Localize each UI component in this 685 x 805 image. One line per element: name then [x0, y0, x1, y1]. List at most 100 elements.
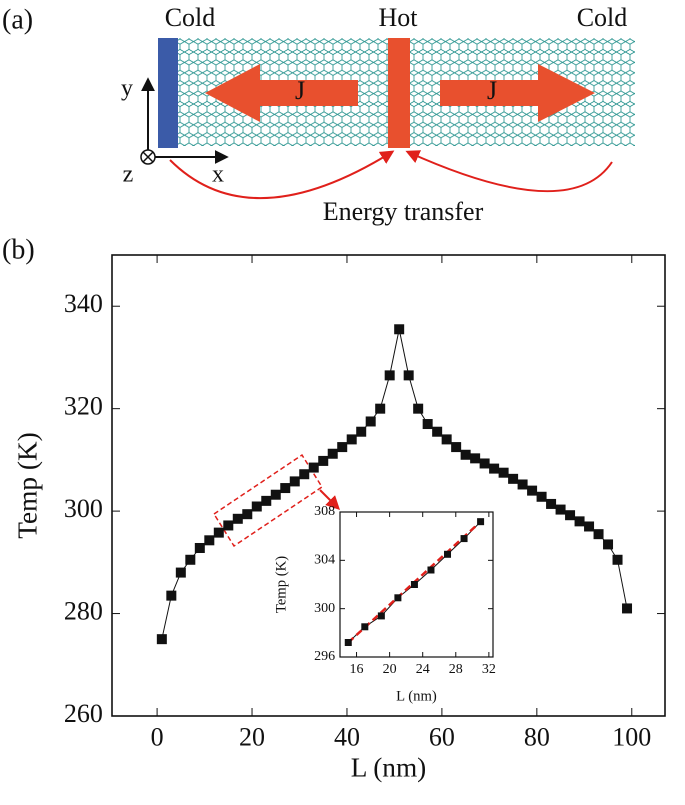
data-point [413, 403, 424, 414]
zoom-arrow [319, 489, 340, 510]
y-tick-label: 304 [314, 553, 335, 568]
x-tick-label: 20 [239, 722, 265, 751]
data-point [508, 473, 519, 484]
y-axis-label: Temp (K) [273, 556, 289, 613]
cold-label: Cold [165, 3, 216, 32]
y-tick-label: 260 [64, 699, 103, 728]
data-point [232, 513, 243, 524]
cold-bath [158, 38, 178, 148]
data-point [327, 448, 338, 459]
data-point [536, 491, 547, 502]
x-axis-label: L (nm) [351, 752, 427, 782]
data-point [346, 434, 357, 445]
hot-bath [388, 38, 410, 148]
data-point [289, 476, 300, 487]
data-point [185, 554, 196, 565]
data-point [498, 467, 509, 478]
data-point [377, 612, 385, 620]
x-tick-label: 0 [151, 722, 164, 751]
data-point [527, 485, 538, 496]
data-point [344, 639, 352, 646]
x-tick-label: 60 [429, 722, 455, 751]
data-point [403, 370, 414, 381]
data-point [223, 520, 234, 531]
data-point [156, 634, 167, 645]
data-point [175, 567, 186, 578]
x-tick-label: 20 [383, 662, 397, 677]
x-axis-label: L (nm) [396, 688, 437, 704]
data-point [432, 426, 443, 437]
data-point [280, 483, 291, 494]
data-point [612, 554, 623, 565]
data-point [242, 509, 253, 520]
data-point [441, 434, 452, 445]
axis-label: y [121, 76, 133, 102]
data-point [261, 495, 272, 506]
x-tick-label: 24 [416, 662, 430, 677]
flux-label: J [295, 76, 305, 105]
plot-frame [111, 254, 666, 717]
data-point [444, 550, 452, 558]
flux-arrow [440, 64, 595, 122]
data-point [410, 581, 418, 588]
transfer-arrow [405, 150, 613, 193]
data-point [394, 324, 405, 335]
y-tick-label: 300 [64, 494, 103, 523]
data-point [479, 458, 490, 469]
y-tick-label: 300 [314, 601, 335, 616]
panel-label: (a) [2, 4, 33, 35]
data-point [477, 518, 485, 526]
data-point [394, 594, 402, 602]
data-point [489, 463, 500, 474]
data-point [584, 521, 595, 532]
axis-label: z [123, 162, 134, 188]
data-point [460, 449, 471, 460]
data-point [451, 442, 462, 453]
data-point [213, 527, 224, 538]
panel-label: (b) [2, 234, 35, 265]
data-point [565, 510, 576, 521]
x-tick-label: 80 [524, 722, 550, 751]
axis-label: x [212, 162, 224, 188]
y-tick-label: 296 [314, 649, 335, 664]
x-tick-label: 40 [334, 722, 360, 751]
data-point [427, 566, 435, 574]
x-tick-label: 28 [449, 662, 463, 677]
transfer-arrow [169, 150, 395, 200]
data-point [460, 535, 468, 543]
data-point [318, 455, 329, 466]
data-point [622, 603, 633, 614]
data-point [593, 529, 604, 540]
y-tick-label: 340 [64, 289, 103, 318]
data-point [337, 442, 348, 453]
x-tick-label: 32 [482, 662, 496, 677]
data-point [299, 469, 310, 480]
y-tick-label: 280 [64, 597, 103, 626]
y-tick-label: 308 [314, 504, 335, 519]
data-point [204, 535, 215, 546]
y-tick-label: 320 [64, 392, 103, 421]
data-point [194, 542, 205, 553]
data-point [270, 489, 281, 500]
transfer-label: Energy transfer [323, 197, 484, 226]
data-point [365, 416, 376, 427]
data-point [166, 590, 177, 601]
data-point [251, 501, 262, 512]
y-axis-label: Temp (K) [12, 432, 42, 538]
data-point [308, 462, 319, 473]
data-point [375, 403, 386, 414]
data-point [422, 419, 433, 430]
z-axis-symbol [142, 151, 154, 163]
x-tick-label: 100 [612, 722, 651, 751]
x-tick-label: 16 [350, 662, 364, 677]
data-point [384, 370, 395, 381]
data-point [356, 426, 367, 437]
data-point [517, 479, 528, 490]
cold-label: Cold [577, 3, 628, 32]
data-point [361, 623, 369, 631]
hot-label: Hot [379, 3, 419, 32]
data-point [470, 453, 481, 464]
data-point [546, 498, 557, 509]
data-point [574, 516, 585, 527]
